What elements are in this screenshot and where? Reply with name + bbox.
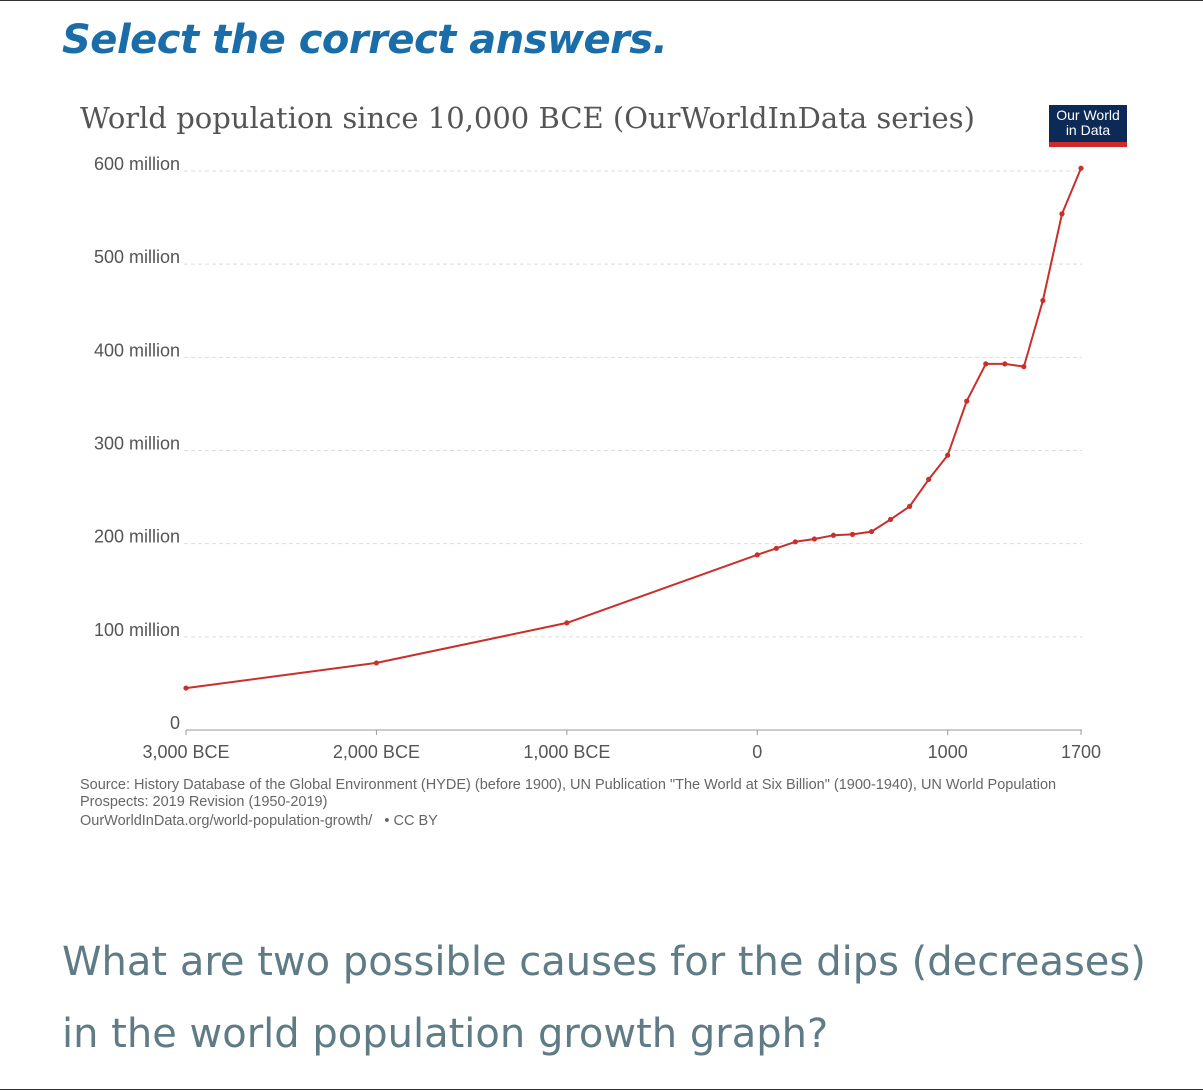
y-tick-label: 400 million xyxy=(94,340,180,360)
y-tick-label: 300 million xyxy=(94,434,180,454)
data-point xyxy=(964,398,970,404)
data-point xyxy=(887,516,894,523)
source-footer: OurWorldInData.org/world-population-grow… xyxy=(80,813,438,829)
data-point xyxy=(1040,297,1046,304)
data-point xyxy=(926,476,932,482)
question-text: What are two possible causes for the dip… xyxy=(62,939,1146,1057)
y-tick-label: 600 million xyxy=(94,154,180,174)
data-point xyxy=(811,536,818,542)
data-point xyxy=(183,685,189,691)
instruction-heading: Select the correct answers. xyxy=(62,17,668,63)
x-tick-label: 1,000 BCE xyxy=(523,742,610,762)
x-tick-label: 1700 xyxy=(1061,742,1101,762)
data-point xyxy=(373,660,380,666)
y-tick-label: 200 million xyxy=(94,527,180,547)
x-tick-label: 2,000 BCE xyxy=(333,742,420,762)
data-point xyxy=(945,452,951,458)
logo-line-2: in Data xyxy=(1065,122,1111,138)
data-point xyxy=(1002,361,1008,367)
x-tick-label: 3,000 BCE xyxy=(142,742,229,762)
data-point xyxy=(564,620,570,626)
data-point xyxy=(868,528,875,535)
source-url: OurWorldInData.org/world-population-grow… xyxy=(80,813,373,829)
data-point xyxy=(1021,364,1027,370)
y-tick-label: 100 million xyxy=(94,620,180,640)
data-point xyxy=(1078,165,1084,171)
series-layer xyxy=(183,165,1084,691)
data-point xyxy=(849,531,856,537)
data-point xyxy=(792,539,798,545)
population-series-line xyxy=(185,167,1082,690)
data-point xyxy=(830,532,837,538)
population-line-chart: 0 100 million 200 million 300 million 400 mi… xyxy=(94,154,1101,762)
owid-logo: Our World in Data xyxy=(1049,105,1127,147)
source-note: Source: History Database of the Global E… xyxy=(80,777,1057,810)
chart-title: World population since 10,000 BCE (OurWo… xyxy=(80,101,975,135)
data-point xyxy=(773,545,779,551)
x-tick-label: 1000 xyxy=(928,742,968,762)
data-point xyxy=(907,503,913,509)
grid-layer: 0 100 million 200 million 300 million 400 mi… xyxy=(94,154,1082,733)
x-tick-label: 0 xyxy=(752,742,762,762)
data-point xyxy=(754,552,760,558)
y-tick-label: 500 million xyxy=(94,247,180,267)
y-tick-label: 0 xyxy=(170,713,180,733)
x-axis: 3,000 BCE 2,000 BCE 1,000 BCE 0 1000 1700 xyxy=(142,730,1101,762)
data-point xyxy=(1059,211,1065,217)
data-point xyxy=(983,361,989,367)
logo-line-1: Our World xyxy=(1056,107,1120,123)
license: • CC BY xyxy=(384,813,438,829)
